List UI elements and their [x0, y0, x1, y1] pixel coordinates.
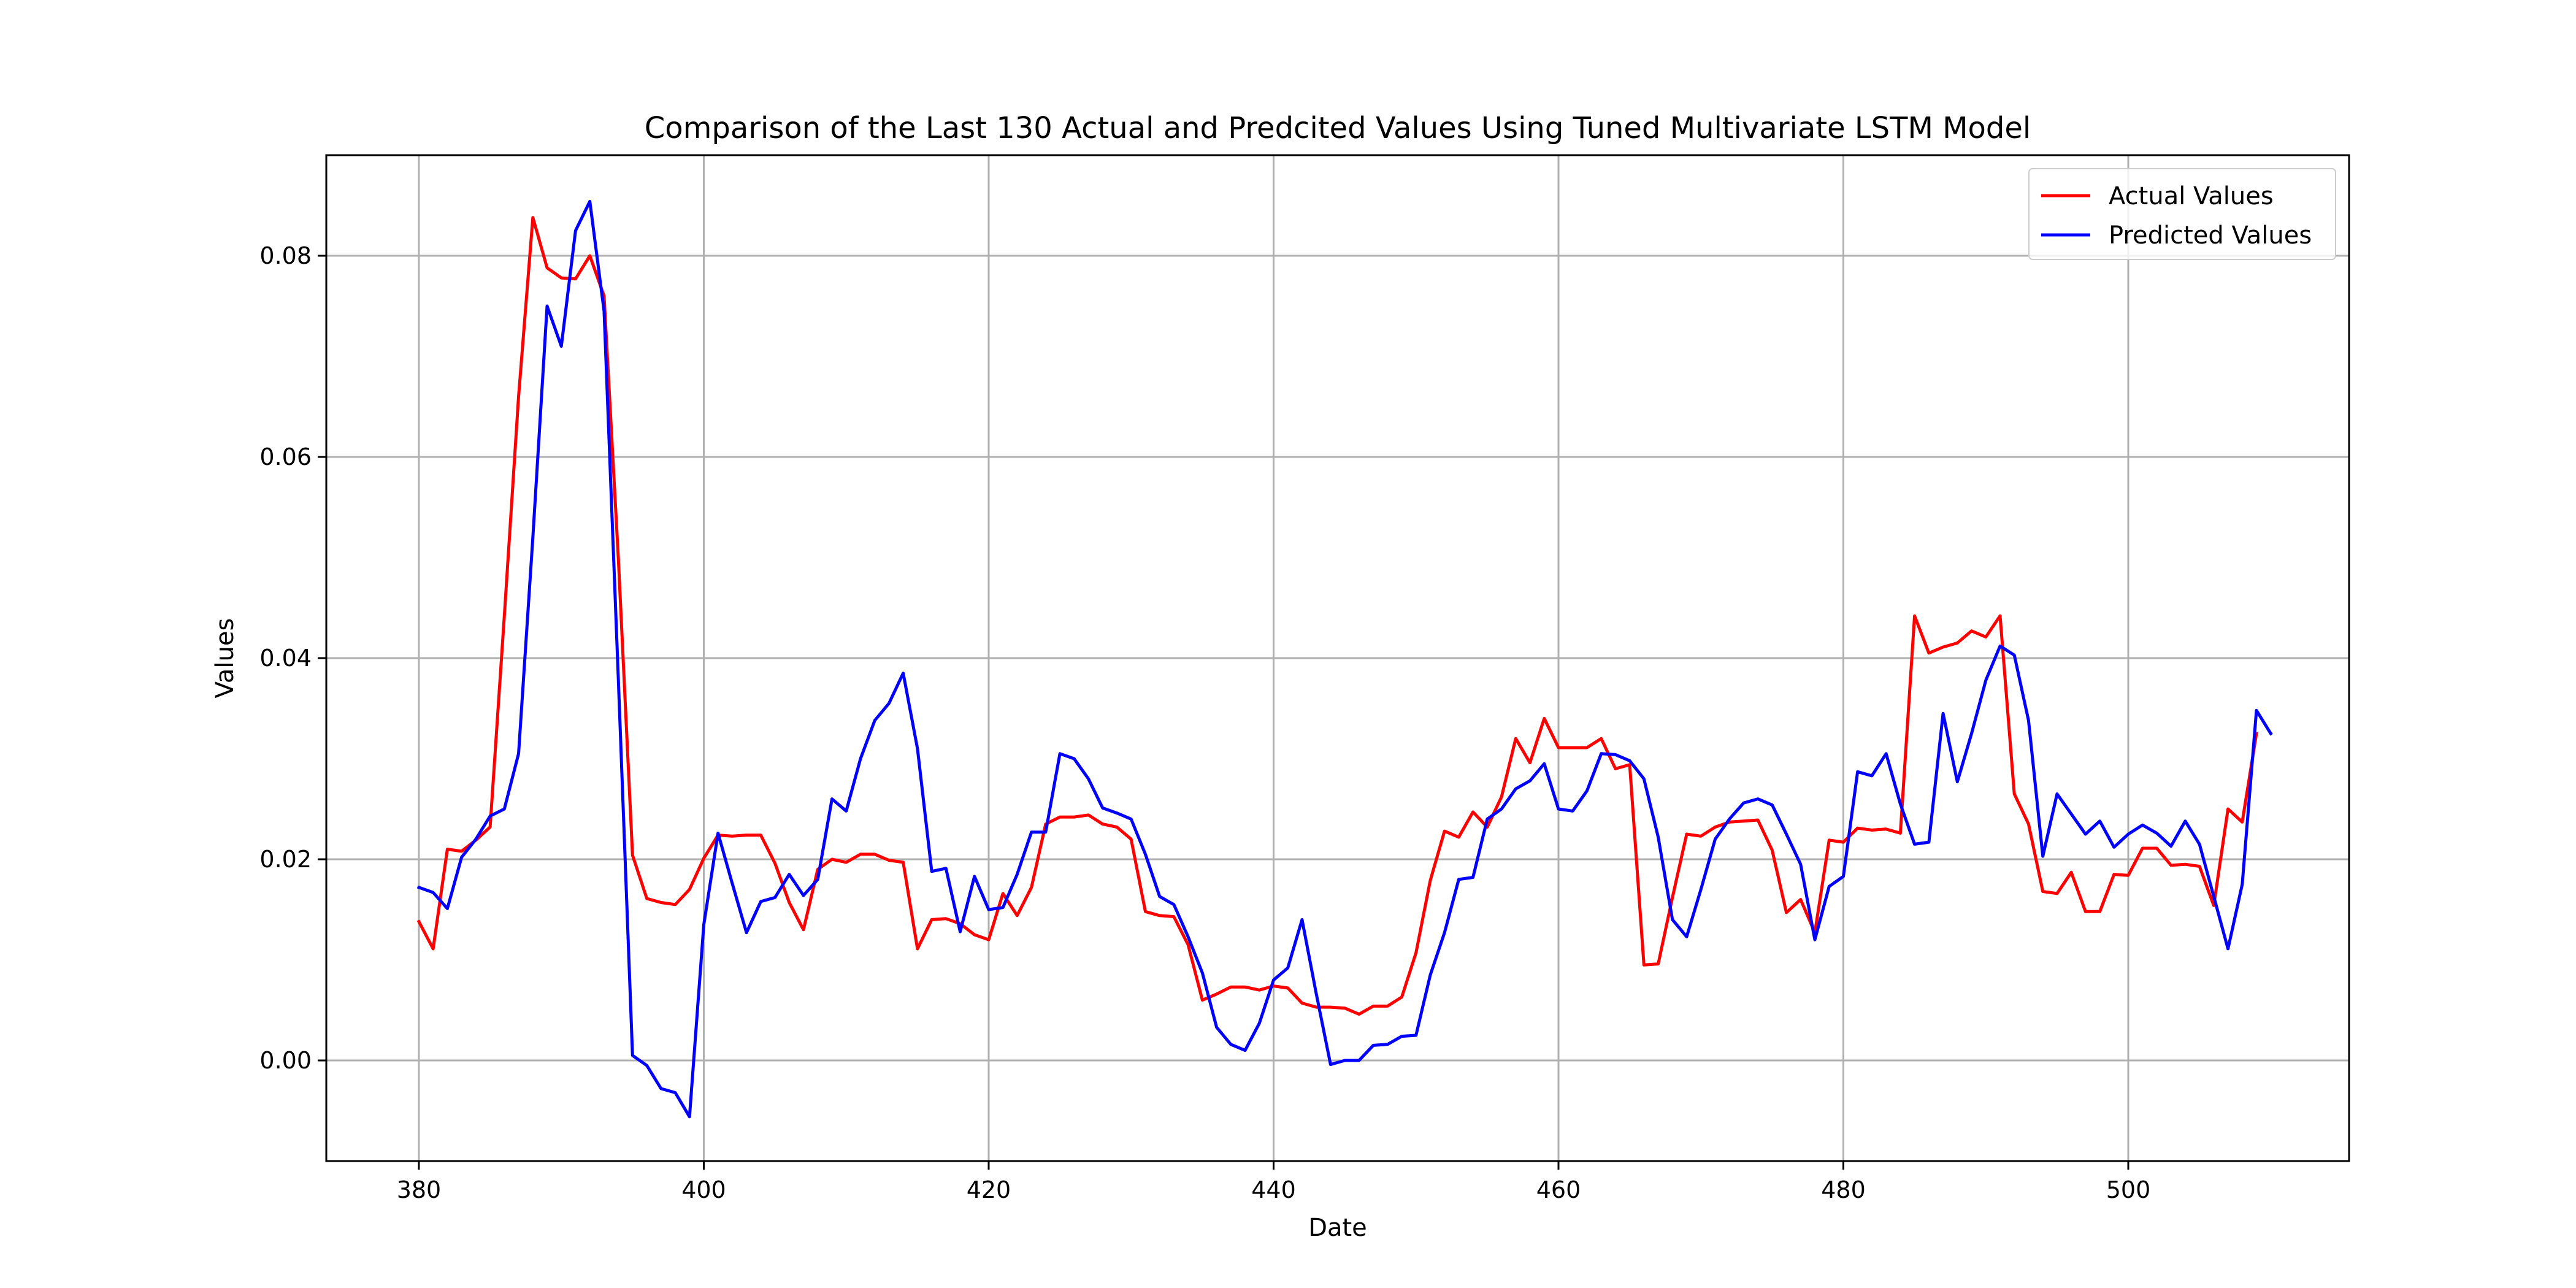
y-tick-label: 0.02: [259, 846, 312, 873]
legend-label-predicted: Predicted Values: [2109, 221, 2312, 250]
y-axis-ticks: 0.00 0.02 0.04 0.06 0.08: [259, 242, 326, 1074]
series-line-actual: [416, 216, 2258, 1016]
y-tick-label: 0.08: [259, 242, 312, 269]
y-axis-label: Values: [211, 618, 239, 699]
x-tick-label: 440: [1251, 1176, 1296, 1203]
series-line-predicted: [416, 199, 2273, 1119]
x-tick-label: 500: [2106, 1176, 2151, 1203]
x-tick-label: 420: [967, 1176, 1011, 1203]
legend-box: [2028, 168, 2336, 260]
grid-lines: [326, 155, 2349, 1161]
x-tick-label: 400: [681, 1176, 726, 1203]
chart-title: Comparison of the Last 130 Actual and Pr…: [645, 111, 2031, 145]
x-tick-label: 480: [1821, 1176, 1866, 1203]
y-tick-label: 0.00: [259, 1047, 312, 1074]
y-tick-label: 0.06: [259, 443, 312, 470]
x-tick-label: 380: [397, 1176, 442, 1203]
x-axis-label: Date: [1308, 1214, 1367, 1242]
legend: Actual Values Predicted Values: [2028, 168, 2336, 260]
legend-label-actual: Actual Values: [2109, 182, 2274, 210]
series-lines: [416, 199, 2273, 1119]
x-tick-label: 460: [1536, 1176, 1581, 1203]
x-axis-ticks: 380 400 420 440 460 480 500: [397, 1161, 2151, 1203]
y-tick-label: 0.04: [259, 645, 312, 672]
